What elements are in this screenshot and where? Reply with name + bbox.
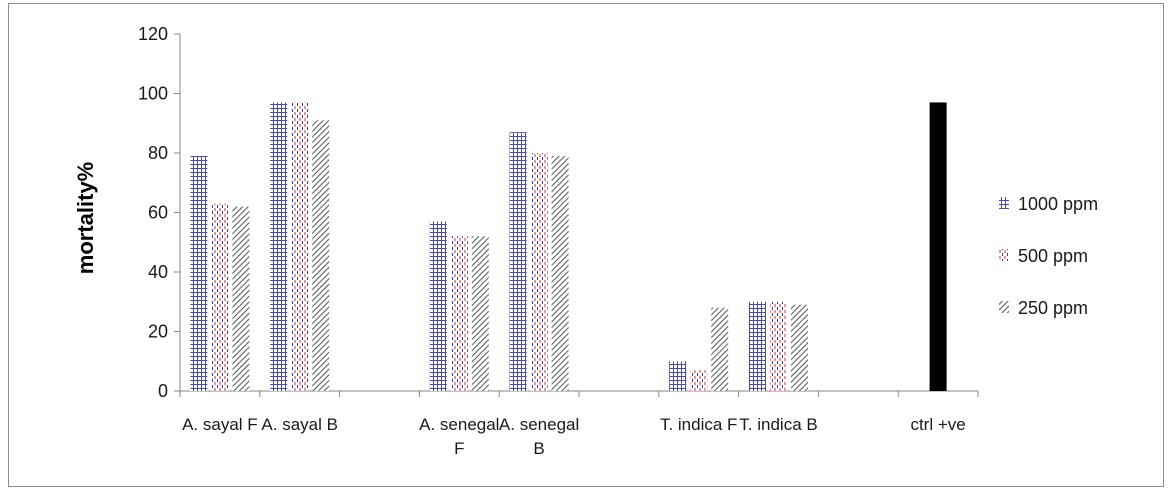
bar-250-ppm [711,307,729,391]
bar-1000-ppm [509,132,527,392]
bar-500-ppm [530,153,548,391]
legend-label: 500 ppm [1018,246,1088,266]
bar-250-ppm [791,304,808,391]
x-tick-label: T. indica F [660,415,737,434]
x-tick-label: B [533,439,544,458]
bar-250-ppm [232,206,250,391]
chart-frame: mortality% 0 20 40 60 80 100 120 A. sayal F A. … [8,3,1164,487]
bar-1000-ppm [669,361,687,391]
x-tick-label: F [454,439,464,458]
bar-250-ppm [551,155,569,391]
bar-500-ppm [450,236,468,391]
bar-control [929,102,947,392]
y-tick-label: 80 [148,143,168,163]
bar-1000-ppm [270,102,288,392]
legend-swatch [999,249,1009,261]
legend-label: 1000 ppm [1018,194,1098,214]
bar-500-ppm [211,203,229,391]
legend-swatch [999,301,1009,313]
y-tick-label: 60 [148,203,168,223]
bar-250-ppm [471,236,489,391]
y-tick-label: 100 [138,84,168,104]
y-axis-ticks: 0 20 40 60 80 100 120 [138,24,180,401]
x-tick-label: A. sayal B [261,415,338,434]
x-tick-label: A. sayal F [182,415,258,434]
legend-label: 250 ppm [1018,298,1088,318]
x-tick-label: ctrl +ve [910,415,965,434]
bar-1000-ppm [429,221,447,391]
y-axis-title: mortality% [73,162,98,274]
x-axis-labels: A. sayal F A. sayal B A. senegal F A. senega… [182,415,966,458]
bar-250-ppm [312,120,330,392]
bar-1000-ppm [749,301,766,391]
x-tick-label: T. indica B [739,415,817,434]
y-axis-label: mortality% [73,162,98,274]
legend-swatch [999,197,1009,209]
bar-500-ppm [690,370,708,391]
y-tick-label: 120 [138,24,168,44]
bars [190,102,947,392]
x-tick-label: A. senegal [499,415,579,434]
bar-500-ppm [770,301,787,391]
y-tick-label: 20 [148,322,168,342]
y-tick-label: 0 [158,381,168,401]
bar-500-ppm [291,102,309,392]
x-tick-label: A. senegal [419,415,499,434]
legend: 1000 ppm 500 ppm 250 ppm [999,194,1098,318]
y-tick-label: 40 [148,262,168,282]
bar-1000-ppm [190,155,208,391]
